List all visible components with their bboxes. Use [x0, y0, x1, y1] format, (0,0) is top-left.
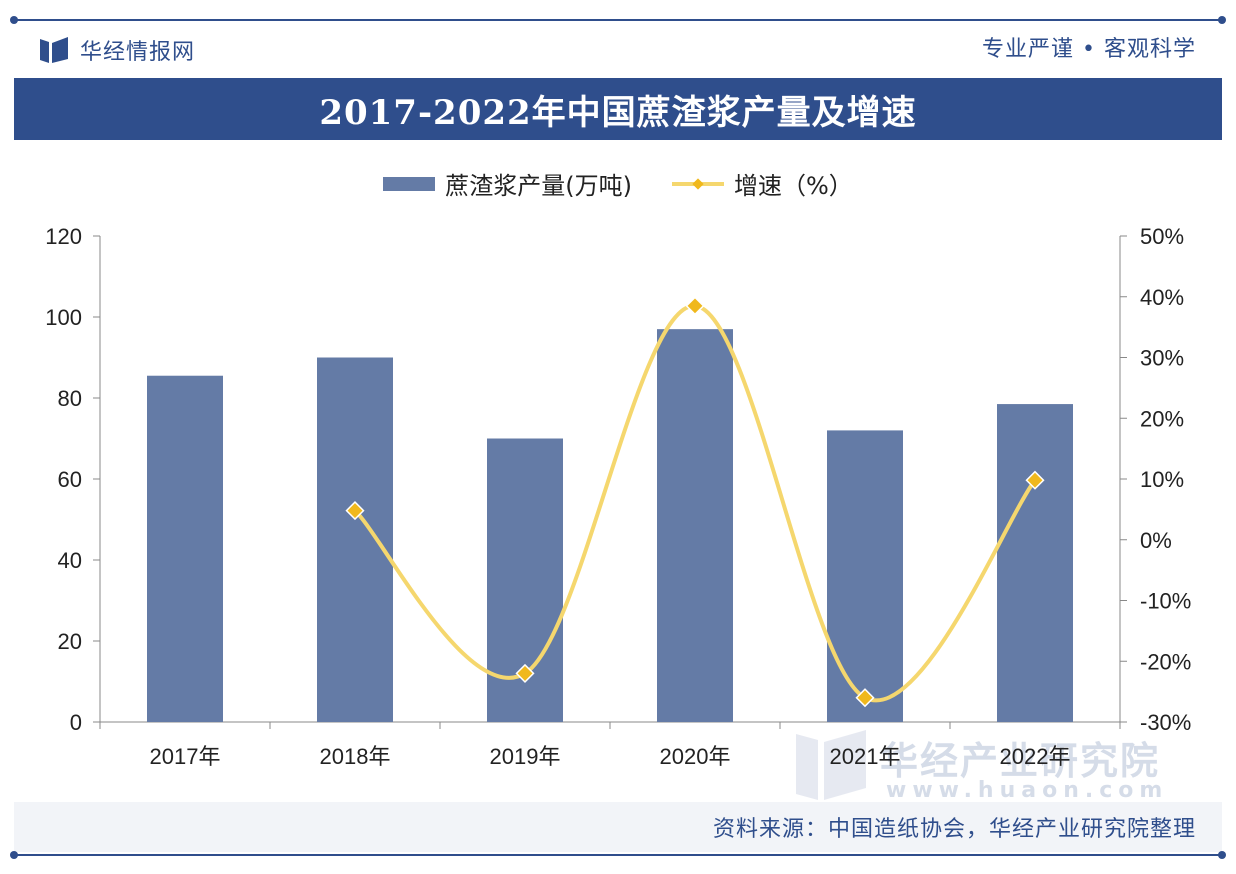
legend-bar-swatch — [383, 176, 436, 191]
legend-label-production: 蔗渣浆产量(万吨) — [445, 172, 632, 200]
legend-item-growth: 增速（%） — [671, 166, 853, 201]
source-bar: 资料来源：中国造纸协会，华经产业研究院整理 — [14, 802, 1222, 852]
x-tick-label: 2019年 — [490, 744, 561, 769]
right-tick-label: -30% — [1140, 710, 1191, 735]
right-tick-label: -20% — [1140, 649, 1191, 674]
left-tick-label: 80 — [58, 386, 82, 411]
right-tick-label: 40% — [1140, 285, 1184, 310]
bar-2020年 — [657, 329, 733, 722]
x-tick-label: 2021年 — [830, 744, 901, 769]
chart-legend: 蔗渣浆产量(万吨) 增速（%） — [0, 166, 1236, 201]
x-tick-label: 2022年 — [1000, 744, 1071, 769]
brand-name: 华经情报网 — [80, 40, 196, 65]
left-tick-label: 0 — [70, 710, 82, 735]
left-tick-label: 40 — [58, 548, 82, 573]
x-tick-label: 2018年 — [320, 744, 391, 769]
chart-title: 2017-2022年中国蔗渣浆产量及增速 — [319, 92, 917, 133]
brand-logo-icon — [40, 37, 68, 63]
growth-marker-2022年 — [1025, 470, 1045, 490]
bottom-rule — [10, 851, 1226, 859]
right-tick-label: 30% — [1140, 346, 1184, 371]
left-tick-label: 100 — [45, 305, 82, 330]
x-tick-label: 2020年 — [660, 744, 731, 769]
left-tick-label: 120 — [45, 224, 82, 249]
growth-marker-2019年 — [515, 663, 535, 683]
left-tick-label: 60 — [58, 467, 82, 492]
growth-marker-2020年 — [685, 296, 705, 316]
legend-label-growth: 增速（%） — [733, 172, 853, 200]
right-tick-label: 10% — [1140, 467, 1184, 492]
brand: 华经情报网 — [40, 34, 195, 66]
slogan: 专业严谨 • 客观科学 — [982, 37, 1196, 62]
watermark-url: www.huaon.com — [886, 778, 1169, 803]
growth-marker-2021年 — [855, 688, 875, 708]
legend-item-production: 蔗渣浆产量(万吨) — [383, 166, 632, 201]
right-tick-label: 20% — [1140, 406, 1184, 431]
legend-line-swatch — [671, 177, 724, 190]
growth-marker-2018年 — [345, 501, 365, 521]
bar-2018年 — [317, 357, 393, 722]
bar-2017年 — [147, 375, 223, 722]
right-tick-label: -10% — [1140, 589, 1191, 614]
title-bar: 2017-2022年中国蔗渣浆产量及增速 — [14, 78, 1222, 140]
right-tick-label: 0% — [1140, 528, 1172, 553]
watermark-logo-icon — [796, 730, 866, 800]
watermark-name: 华经产业研究院 — [880, 739, 1161, 783]
x-tick-label: 2017年 — [150, 744, 221, 769]
top-rule — [10, 16, 1226, 24]
bar-2021年 — [827, 430, 903, 722]
left-tick-label: 20 — [58, 629, 82, 654]
right-tick-label: 50% — [1140, 224, 1184, 249]
bar-2022年 — [997, 404, 1073, 722]
source-note: 资料来源：中国造纸协会，华经产业研究院整理 — [712, 817, 1196, 842]
